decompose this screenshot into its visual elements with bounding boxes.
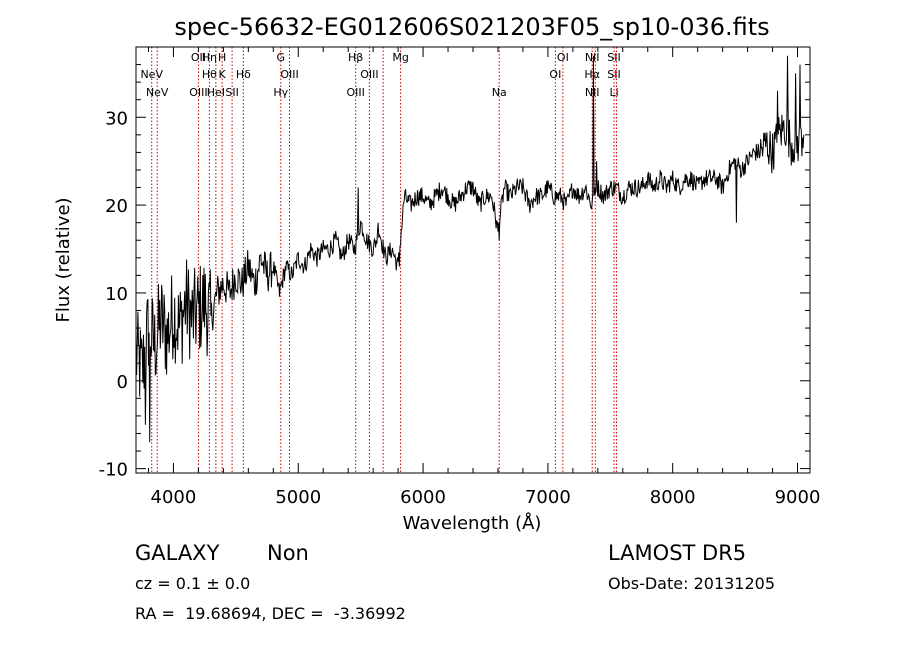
- line-marker-label-0-row2: NeV: [140, 68, 163, 81]
- line-marker-label-17-row2: Hα: [584, 68, 600, 81]
- spectrum-line: [135, 55, 805, 443]
- y-tick-label-10: 10: [105, 284, 128, 305]
- line-marker-label-19-row3: Li: [609, 86, 618, 99]
- redshift-readout: cz = 0.1 ± 0.0: [135, 574, 251, 593]
- line-marker-label-17-row1: NII: [585, 51, 600, 64]
- line-marker-label-15-row2: OI: [549, 68, 561, 81]
- line-marker-label-2-row1: OII: [191, 51, 206, 64]
- line-marker-label-2-row3: OIII: [189, 86, 207, 99]
- line-marker-label-17-row3: NII: [585, 86, 600, 99]
- x-axis: 4000 5000 6000 7000 8000 9000: [147, 47, 821, 508]
- line-marker-label-8-row3: Hγ: [273, 86, 288, 99]
- x-tick-label-7000: 7000: [525, 487, 571, 508]
- y-tick-label--10: -10: [99, 460, 128, 481]
- line-marker-label-6-row3: SII: [225, 86, 238, 99]
- x-axis-label: Wavelength (Å): [403, 512, 542, 534]
- line-marker-label-19-row2: SII: [607, 68, 620, 81]
- survey-name: LAMOST DR5: [608, 541, 747, 565]
- chart-title: spec-56632-EG012606S021203F05_sp10-036.f…: [174, 13, 769, 41]
- line-marker-label-11-row2: OIII: [360, 68, 378, 81]
- coordinates-readout: RA = 19.68694, DEC = -3.36992: [135, 604, 406, 623]
- y-axis: -10 0 10 20 30: [99, 64, 810, 481]
- spectrum-series: [135, 55, 805, 443]
- x-tick-label-8000: 8000: [650, 487, 696, 508]
- line-marker-label-4-row3: HeI: [207, 86, 225, 99]
- x-tick-label-6000: 6000: [400, 487, 446, 508]
- line-marker-label-3-row1: Hη: [202, 51, 217, 64]
- line-marker-label-8-row1: G: [277, 51, 286, 64]
- line-marker-label-5-row1: H: [218, 51, 226, 64]
- line-marker-label-5-row2: K: [219, 68, 227, 81]
- line-marker-label-13-row1: Mg: [392, 51, 408, 64]
- x-tick-label-5000: 5000: [275, 487, 321, 508]
- emission-line-markers: NeV NeV OII OIII Hη Hθ HeI HK SII Hδ G Hγ OIII Hβ OIII…: [140, 47, 621, 473]
- line-marker-label-3-row2: Hθ: [202, 68, 217, 81]
- x-tick-label-9000: 9000: [775, 487, 821, 508]
- line-marker-label-14-row3: Na: [492, 86, 507, 99]
- y-tick-label-30: 30: [105, 108, 128, 129]
- y-axis-label: Flux (relative): [53, 197, 74, 322]
- object-subclass: Non: [267, 541, 309, 565]
- line-marker-label-7-row2: Hδ: [236, 68, 251, 81]
- line-marker-label-19-row1: SII: [607, 51, 620, 64]
- line-marker-label-9-row2: OIII: [280, 68, 298, 81]
- observation-date: Obs-Date: 20131205: [608, 574, 776, 593]
- x-tick-label-4000: 4000: [151, 487, 197, 508]
- y-tick-label-0: 0: [117, 372, 128, 393]
- line-marker-label-10-row1: Hβ: [348, 51, 363, 64]
- line-marker-label-1-row3: NeV: [146, 86, 169, 99]
- y-tick-label-20: 20: [105, 196, 128, 217]
- plot-frame: [135, 46, 811, 474]
- object-class: GALAXY: [135, 541, 220, 565]
- line-marker-label-10-row3: OIII: [346, 86, 364, 99]
- line-marker-label-16-row1: OI: [557, 51, 569, 64]
